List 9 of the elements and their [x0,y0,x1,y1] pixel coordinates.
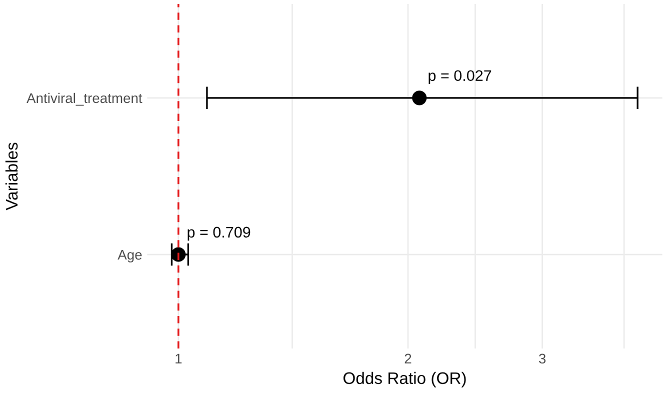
x-tick-label: 1 [176,354,182,364]
x-axis-title: Odds Ratio (OR) [343,372,466,388]
y-tick-label: Antiviral_treatment [26,92,142,106]
y-tick-label: Age [118,250,142,262]
x-tick-label: 2 [404,354,412,364]
x-tick-label: 3 [538,354,546,364]
y-axis-title: Variables [5,142,18,210]
annotation: p = 0.027 [428,70,492,84]
annotation: p = 0.709 [188,226,250,241]
